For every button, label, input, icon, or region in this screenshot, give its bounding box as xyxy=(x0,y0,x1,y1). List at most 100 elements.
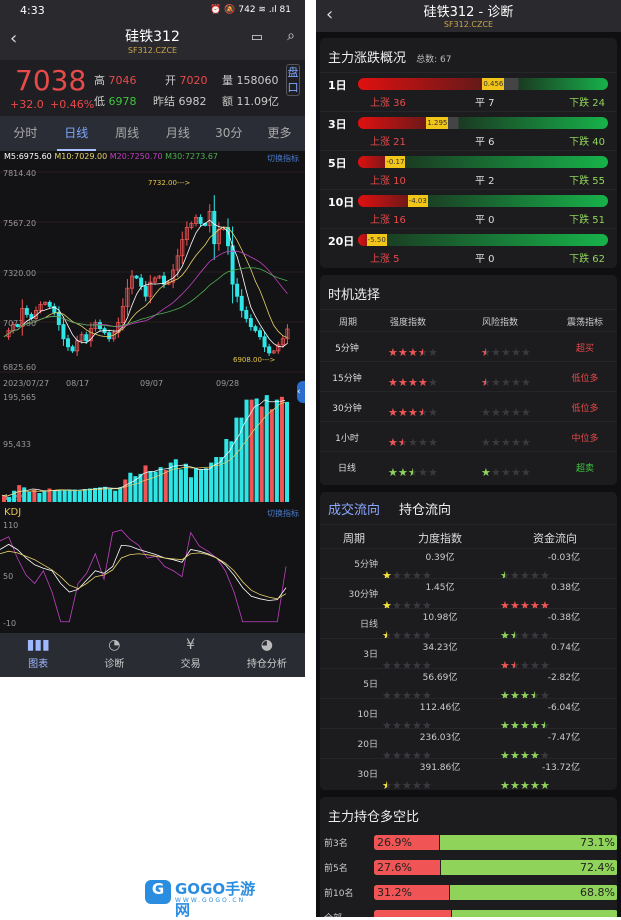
tab-2[interactable]: 周线 xyxy=(115,126,140,140)
force-value: 56.69亿 xyxy=(422,673,458,683)
signal-label: 低位多 xyxy=(571,374,599,384)
open-label: 开 xyxy=(165,74,176,87)
star-icon: ★ xyxy=(521,346,531,359)
vol-ma10 xyxy=(1,402,286,497)
volume-bar xyxy=(27,491,32,502)
star-icon: ★ xyxy=(501,376,511,389)
force-stars: ★★★★★ xyxy=(382,714,432,733)
prev-settle-value: 6982 xyxy=(178,95,207,108)
signal-label: 低位多 xyxy=(571,404,599,414)
signal-label: 超买 xyxy=(575,344,594,354)
candle xyxy=(6,330,11,338)
flow-stars: ★ ★ ★★★★ xyxy=(500,564,550,583)
star-icon: ★ ★ xyxy=(500,629,510,642)
up-count: 上涨 36 xyxy=(370,98,406,109)
flow-header: 周期 力度指数 资金流向 xyxy=(320,524,617,548)
collapse-handle[interactable]: ‹ xyxy=(297,381,305,403)
volume-bar xyxy=(183,463,188,502)
star-icon: ★ xyxy=(412,569,422,582)
star-icon: ★ xyxy=(510,569,520,582)
tab-position-flow[interactable]: 持仓流向 xyxy=(399,503,452,518)
candle xyxy=(129,275,134,289)
star-icon: ★ xyxy=(418,436,428,449)
star-icon: ★ xyxy=(402,599,412,612)
kline-chart[interactable]: 7814.40 7567.20 7320.00 7072.80 6825.60 7732.… xyxy=(0,166,305,632)
volume-bar xyxy=(264,395,269,502)
candle xyxy=(120,305,125,323)
star-icon: ★ xyxy=(428,346,438,359)
nav-item-0[interactable]: ▮▮▮ 图表 xyxy=(0,633,76,677)
star-icon: ★ xyxy=(392,779,402,790)
ratio-title: 主力持仓多空比 xyxy=(328,810,420,825)
search-icon[interactable]: ⌕ xyxy=(287,28,295,44)
star-icon: ★ xyxy=(491,436,501,449)
updown-bar: 1.295 xyxy=(358,117,608,129)
candle xyxy=(175,255,180,271)
volume-bar xyxy=(12,490,17,502)
column-header: 风险指数 xyxy=(481,318,518,328)
nav-item-1[interactable]: ◔ 诊断 xyxy=(76,633,152,677)
gauge-icon: ◔ xyxy=(108,637,121,653)
force-stars: ★ ★ ★★★★ xyxy=(382,594,432,613)
star-icon: ★ xyxy=(511,436,521,449)
header: ‹ 硅铁312 SF312.CZCE ▭ ⌕ xyxy=(0,22,305,60)
star-icon: ★ xyxy=(422,659,432,672)
star-icon: ★ ★ xyxy=(481,346,491,359)
star-icon: ★ ★ xyxy=(398,466,408,479)
star-icon: ★ ★ xyxy=(510,689,520,702)
star-icon: ★ xyxy=(422,749,432,762)
timing-card: 时机选择 周期 强度指数 风险指数 震荡指标 5分钟 ★ ★ ★ ★ ★ ★ ★ ★ ★ ★ ★ ★★★★ 超买 1… xyxy=(320,275,617,485)
status-bar: 4:33 ⏰ 🔕 742 ≋ .ıl 81 xyxy=(0,0,305,22)
switch-indicator-button-kdj[interactable]: 切换指标 xyxy=(267,509,299,518)
volume-bar xyxy=(42,491,47,502)
column-header: 强度指数 xyxy=(389,318,426,328)
force-value: 10.98亿 xyxy=(422,613,458,623)
bar-value: -0.17 xyxy=(385,156,406,168)
ma30-line xyxy=(3,267,288,338)
star-icon: ★ xyxy=(501,466,511,479)
column-header: 力度指数 xyxy=(418,532,462,545)
overview-row: 1日 0.456 上涨 36 平 7 下跌 24 xyxy=(320,72,617,111)
period-label: 30日 xyxy=(357,770,378,780)
x-tick-label: 09/07 xyxy=(140,379,163,388)
nav-item-2[interactable]: ¥ 交易 xyxy=(153,633,229,677)
star-icon: ★ xyxy=(392,659,402,672)
monitor-icon[interactable]: ▭ xyxy=(250,30,263,45)
timing-row: 5分钟 ★ ★ ★ ★ ★ ★ ★ ★ ★ ★ ★ ★★★★ 超买 xyxy=(320,331,617,361)
star-icon: ★ ★ xyxy=(520,689,530,702)
volume-bar xyxy=(32,489,37,502)
back-icon[interactable]: ‹ xyxy=(326,4,334,25)
pankou-button[interactable]: 盘口 xyxy=(286,64,300,96)
tab-0[interactable]: 分时 xyxy=(13,126,38,140)
volume-bar xyxy=(113,490,118,502)
star-icon: ★ ★ xyxy=(520,749,530,762)
switch-indicator-button[interactable]: 切换指标 xyxy=(267,154,299,163)
candle xyxy=(88,328,93,342)
low-value: 6978 xyxy=(108,95,137,108)
risk-stars: ★ ★ ★★★★ xyxy=(481,341,531,360)
flow-stars: ★ ★ ★ ★ ★ ★ ★ ★ ★ xyxy=(500,684,550,703)
flow-row: 10日 112.46亿 ★★★★★ -6.04亿 ★ ★ ★ ★ ★ ★ ★ ★ ★ ★ xyxy=(320,698,617,731)
volume-bar xyxy=(219,457,224,502)
star-icon: ★ xyxy=(392,629,402,642)
page-title: 硅铁312 xyxy=(125,29,180,45)
tab-4[interactable]: 30分 xyxy=(215,126,243,140)
price-change: +32.0 xyxy=(10,98,44,111)
tab-5[interactable]: 更多 xyxy=(267,126,292,140)
bar-value: 1.295 xyxy=(426,117,449,129)
contract-code: SF312.CZCE xyxy=(127,46,178,55)
candle xyxy=(239,295,244,311)
star-icon: ★ xyxy=(402,779,412,790)
tab-deal-flow[interactable]: 成交流向 xyxy=(328,503,381,518)
star-icon: ★ ★ xyxy=(382,599,392,612)
overview-row: 5日 -0.17 上涨 10 平 2 下跌 55 xyxy=(320,150,617,189)
tab-1[interactable]: 日线 xyxy=(51,116,102,151)
long-short-bar: 27.6% 72.4% xyxy=(374,860,617,875)
timing-header: 周期 强度指数 风险指数 震荡指标 xyxy=(320,309,617,331)
back-icon[interactable]: ‹ xyxy=(10,28,18,49)
nav-item-3[interactable]: ◕ 持仓分析 xyxy=(229,633,305,677)
flow-value: -7.47亿 xyxy=(547,733,580,743)
tab-3[interactable]: 月线 xyxy=(165,126,190,140)
star-icon: ★ xyxy=(491,466,501,479)
candle xyxy=(271,350,276,354)
